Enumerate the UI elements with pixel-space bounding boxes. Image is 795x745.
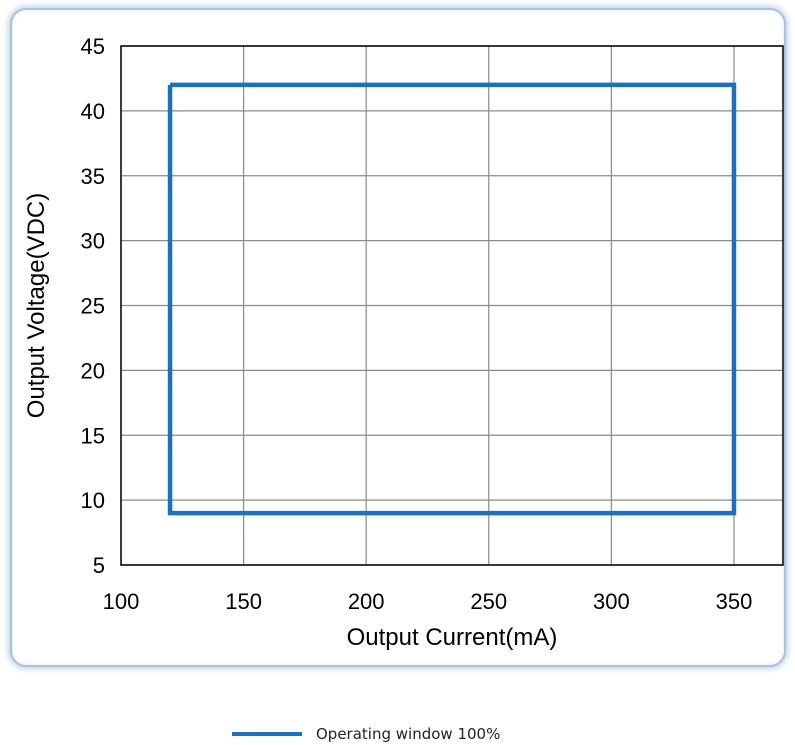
grid-lines — [120, 45, 783, 566]
y-tick-label-40: 40 — [81, 99, 105, 124]
operating-window-line — [167, 82, 737, 516]
operating-window-chart: 100 150 200 250 300 350 5 10 15 20 25 30 35 40 45 Out… — [23, 34, 784, 651]
legend-label: Operating window 100% — [316, 725, 501, 743]
y-tick-label-10: 10 — [81, 488, 105, 513]
y-tick-label-25: 25 — [81, 294, 105, 319]
y-tick-label-20: 20 — [81, 358, 105, 383]
x-tick-label-100: 100 — [103, 589, 140, 614]
y-axis-label: Output Voltage(VDC) — [23, 193, 50, 418]
y-tick-labels: 5 10 15 20 25 30 35 40 45 — [81, 34, 105, 578]
x-tick-label-350: 350 — [716, 589, 753, 614]
legend: Operating window 100% — [232, 724, 500, 744]
x-tick-label-300: 300 — [593, 589, 630, 614]
x-tick-label-200: 200 — [348, 589, 385, 614]
x-tick-labels: 100 150 200 250 300 350 — [103, 589, 753, 614]
legend-swatch — [232, 732, 302, 736]
plot-border — [120, 45, 784, 566]
chart-frame — [10, 8, 786, 667]
y-tick-label-5: 5 — [93, 553, 105, 578]
x-axis-label: Output Current(mA) — [347, 624, 558, 651]
y-tick-label-15: 15 — [81, 423, 105, 448]
x-tick-label-150: 150 — [225, 589, 262, 614]
y-tick-label-30: 30 — [81, 229, 105, 254]
x-tick-label-250: 250 — [470, 589, 507, 614]
y-tick-label-45: 45 — [81, 34, 105, 59]
y-tick-label-35: 35 — [81, 164, 105, 189]
